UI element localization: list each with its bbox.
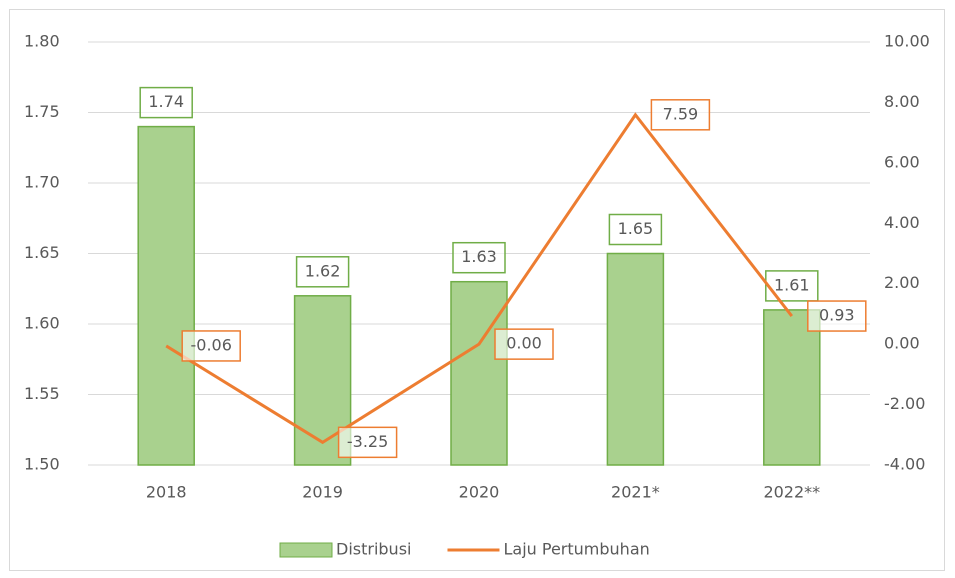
bar <box>137 125 195 466</box>
data-label: -3.25 <box>347 432 388 451</box>
y2-tick-label: 8.00 <box>884 92 920 111</box>
data-label: 1.61 <box>774 275 810 294</box>
y-tick-label: 1.65 <box>24 243 60 262</box>
data-label-box <box>139 86 193 119</box>
data-label: 1.74 <box>148 92 184 111</box>
bar <box>606 252 665 466</box>
y2-tick-label: 10.00 <box>884 32 930 51</box>
y-tick-label: 1.80 <box>24 32 60 51</box>
data-label: 0.00 <box>506 334 542 353</box>
data-label-box <box>807 300 867 332</box>
y2-tick-label: 4.00 <box>884 213 920 232</box>
data-label-box <box>452 241 506 274</box>
data-label: 0.93 <box>819 306 855 325</box>
y2-tick-label: -2.00 <box>884 394 925 413</box>
data-label-box <box>494 328 554 360</box>
legend-label: Distribusi <box>336 540 411 559</box>
y2-tick-label: -4.00 <box>884 455 925 474</box>
data-label: 1.65 <box>618 219 654 238</box>
data-label: 1.63 <box>461 247 497 266</box>
legend-swatch <box>279 542 333 558</box>
data-label-box <box>295 256 350 288</box>
y2-tick-label: 6.00 <box>884 152 920 171</box>
x-tick-label: 2020 <box>459 483 500 502</box>
y-tick-label: 1.60 <box>24 314 60 333</box>
x-tick-label: 2018 <box>146 483 187 502</box>
y2-tick-label: 2.00 <box>884 273 920 292</box>
line <box>165 112 793 445</box>
x-tick-label: 2021* <box>611 483 660 502</box>
legend-label: Laju Pertumbuhan <box>503 540 649 559</box>
data-label-box <box>181 330 241 362</box>
y2-tick-label: 0.00 <box>884 334 920 353</box>
x-tick-label: 2022** <box>763 483 820 502</box>
bar <box>450 280 508 466</box>
data-label-box <box>608 213 663 246</box>
y-tick-label: 1.75 <box>24 102 60 121</box>
y-tick-label: 1.70 <box>24 173 60 192</box>
x-tick-label: 2019 <box>302 483 343 502</box>
data-label: 1.62 <box>305 261 341 280</box>
data-label-box <box>650 99 711 131</box>
bar <box>763 309 821 466</box>
data-label: 7.59 <box>663 104 699 123</box>
y-tick-label: 1.55 <box>24 384 60 403</box>
data-label: -0.06 <box>190 335 231 354</box>
data-label-box <box>337 426 398 459</box>
y-tick-label: 1.50 <box>24 455 60 474</box>
